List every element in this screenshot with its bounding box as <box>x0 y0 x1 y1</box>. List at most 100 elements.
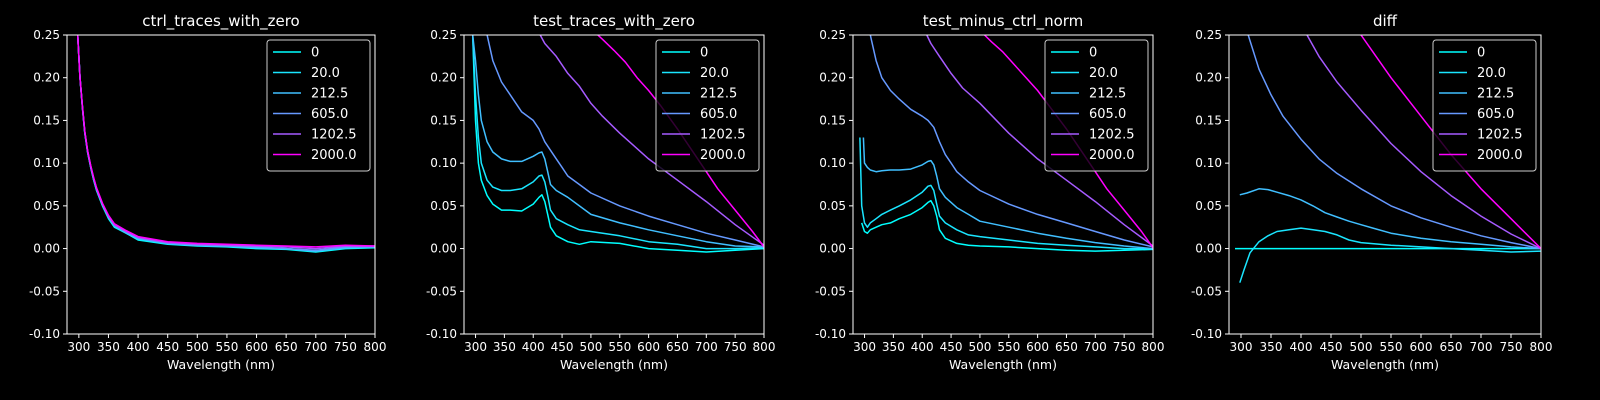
x-tick-label: 350 <box>97 340 120 354</box>
series-line-4 <box>539 35 764 246</box>
chart-title: ctrl_traces_with_zero <box>142 12 299 31</box>
series-group <box>859 35 1153 252</box>
chart-panel-3: 300 350 400 450 500 550 600 650 700 750 800 -0.10 -0… <box>1191 12 1553 372</box>
x-tick-label: 750 <box>724 340 747 354</box>
x-tick-label: 300 <box>464 340 487 354</box>
legend: 0 20.0 212.5 605.0 1202.5 2000.0 <box>1044 39 1149 172</box>
y-tick-label: 0.00 <box>1195 242 1222 256</box>
legend-label: 0 <box>1089 46 1097 61</box>
x-tick-label: 700 <box>1470 340 1493 354</box>
legend-label: 2000.0 <box>311 148 357 163</box>
x-tick-label: 450 <box>940 340 963 354</box>
legend-label: 20.0 <box>700 66 729 81</box>
x-tick-label: 600 <box>1026 340 1049 354</box>
x-tick-label: 400 <box>127 340 150 354</box>
y-tick-label: 0.05 <box>819 199 846 213</box>
legend-label: 20.0 <box>1477 66 1506 81</box>
y-tick-label: 0.25 <box>1195 28 1222 42</box>
x-tick-label: 700 <box>1084 340 1107 354</box>
legend-label: 2000.0 <box>1089 148 1135 163</box>
x-axis-label: Wavelength (nm) <box>1331 357 1439 372</box>
legend-label: 1202.5 <box>311 128 357 143</box>
y-tick-label: -0.10 <box>29 327 60 341</box>
y-tick-label: 0.10 <box>430 156 457 170</box>
series-group <box>76 35 375 253</box>
y-tick-label: 0.15 <box>1195 113 1222 127</box>
x-tick-label: 400 <box>911 340 934 354</box>
axes-frame <box>66 34 376 335</box>
y-tick-label: -0.05 <box>29 284 60 298</box>
y-tick-label: 0.15 <box>33 113 60 127</box>
y-tick-label: 0.00 <box>33 242 60 256</box>
x-tick-label: 500 <box>1350 340 1373 354</box>
y-tick-label: 0.15 <box>430 113 457 127</box>
y-tick-label: -0.10 <box>1191 327 1222 341</box>
y-tick-label: 0.05 <box>1195 199 1222 213</box>
y-tick-label: 0.20 <box>33 71 60 85</box>
x-tick-label: 300 <box>1230 340 1253 354</box>
y-tick-label: 0.05 <box>430 199 457 213</box>
legend-label: 0 <box>311 46 319 61</box>
chart-title: diff <box>1373 12 1398 30</box>
legend-label: 605.0 <box>1477 107 1514 122</box>
x-tick-label: 650 <box>666 340 689 354</box>
y-tick-label: 0.20 <box>1195 71 1222 85</box>
legend-label: 20.0 <box>311 66 340 81</box>
legend-label: 0 <box>700 46 708 61</box>
series-line-3 <box>486 35 764 248</box>
series-line-4 <box>1306 35 1541 250</box>
x-tick-label: 500 <box>968 340 991 354</box>
x-tick-label: 650 <box>1055 340 1078 354</box>
x-tick-label: 500 <box>579 340 602 354</box>
y-tick-label: -0.05 <box>1191 284 1222 298</box>
y-tick-label: -0.10 <box>426 327 457 341</box>
legend: 0 20.0 212.5 605.0 1202.5 2000.0 <box>266 39 371 172</box>
y-tick-label: -0.05 <box>815 284 846 298</box>
x-tick-label: 750 <box>1113 340 1136 354</box>
chart-panel-1: 300 350 400 450 500 550 600 650 700 750 800 -0.10 -0… <box>426 12 776 372</box>
y-tick-label: 0.20 <box>430 71 457 85</box>
y-tick-label: 0.10 <box>819 156 846 170</box>
series-line-3 <box>869 35 1153 248</box>
x-tick-label: 600 <box>245 340 268 354</box>
legend-label: 212.5 <box>311 87 348 102</box>
series-group <box>1235 35 1541 283</box>
legend-label: 212.5 <box>1089 87 1126 102</box>
series-line-1 <box>1239 227 1541 283</box>
y-tick-label: 0.00 <box>819 242 846 256</box>
x-axis-label: Wavelength (nm) <box>167 357 275 372</box>
x-tick-label: 350 <box>882 340 905 354</box>
chart-title: test_traces_with_zero <box>533 12 695 31</box>
x-tick-label: 800 <box>1530 340 1553 354</box>
legend-label: 1202.5 <box>1089 128 1135 143</box>
x-tick-label: 750 <box>334 340 357 354</box>
x-tick-label: 700 <box>304 340 327 354</box>
x-tick-label: 450 <box>156 340 179 354</box>
x-tick-label: 800 <box>753 340 776 354</box>
x-tick-label: 800 <box>1142 340 1165 354</box>
chart-panel-2: 300 350 400 450 500 550 600 650 700 750 800 -0.10 -0… <box>815 12 1165 372</box>
legend-label: 0 <box>1477 46 1485 61</box>
x-tick-label: 600 <box>637 340 660 354</box>
y-tick-label: 0.25 <box>33 28 60 42</box>
y-tick-label: 0.05 <box>33 199 60 213</box>
x-tick-label: 600 <box>1410 340 1433 354</box>
x-tick-label: 500 <box>186 340 209 354</box>
legend-label: 1202.5 <box>700 128 746 143</box>
legend: 0 20.0 212.5 605.0 1202.5 2000.0 <box>1432 39 1537 172</box>
x-axis-label: Wavelength (nm) <box>949 357 1057 372</box>
y-tick-label: 0.00 <box>430 242 457 256</box>
x-axis-label: Wavelength (nm) <box>560 357 668 372</box>
x-tick-label: 400 <box>1290 340 1313 354</box>
legend-label: 605.0 <box>700 107 737 122</box>
legend-label: 2000.0 <box>700 148 746 163</box>
y-tick-label: 0.25 <box>430 28 457 42</box>
x-tick-label: 400 <box>522 340 545 354</box>
y-tick-label: 0.15 <box>819 113 846 127</box>
series-line-0 <box>471 35 764 253</box>
x-tick-label: 350 <box>493 340 516 354</box>
legend-label: 605.0 <box>1089 107 1126 122</box>
legend-label: 212.5 <box>700 87 737 102</box>
series-line-2 <box>1239 188 1541 250</box>
